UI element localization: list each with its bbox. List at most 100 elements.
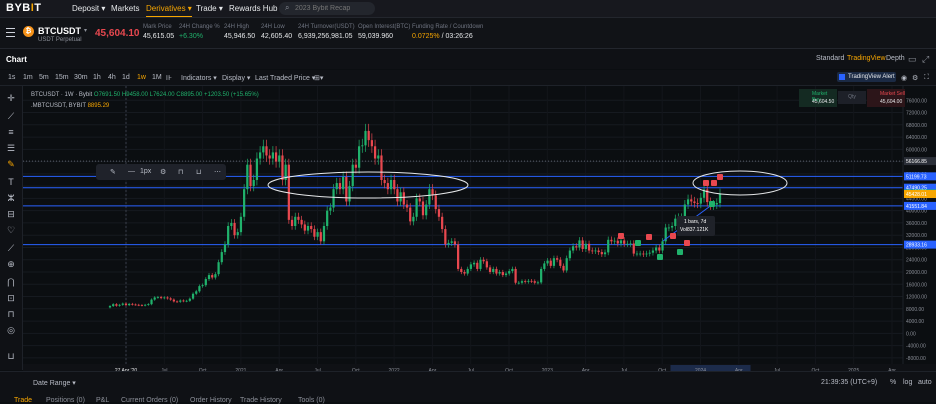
candle-body (460, 268, 463, 272)
candle-body (182, 300, 185, 302)
timezone-clock[interactable]: 21:39:35 (UTC+9) (821, 379, 878, 386)
drawing-toolbar: ✎ — 1px ⚙ ⊓ ⊔ ⋯ (96, 164, 226, 180)
interval-30m[interactable]: 30m (74, 74, 88, 81)
interval-1s[interactable]: 1s (8, 74, 16, 81)
candle-body (166, 297, 169, 299)
symbol-name[interactable]: BTCUSDT (38, 26, 81, 36)
stat-mark-price: Mark Price 45,615.05 (143, 24, 175, 40)
bitcoin-icon: ₿ (23, 26, 34, 37)
candle-body (380, 155, 383, 180)
candle-body (342, 176, 345, 190)
magnet-icon[interactable]: ⋂ (7, 277, 15, 287)
projection-icon[interactable]: ⊟ (7, 209, 15, 219)
pattern-icon[interactable]: ⵣ (7, 193, 15, 203)
candle-body (214, 274, 217, 278)
candle-body (230, 222, 233, 226)
nav-trade[interactable]: Trade ▾ (196, 4, 223, 13)
tab-tradingview[interactable]: TradingView (847, 55, 886, 62)
horizontal-line-icon[interactable]: ≡ (8, 127, 14, 137)
line-width-icon[interactable]: — (128, 168, 135, 175)
nav-rewards-hub[interactable]: Rewards Hub (229, 4, 278, 13)
collapse-icon[interactable]: ▭ (908, 54, 917, 64)
fullscreen-icon[interactable]: ⛶ (924, 74, 929, 81)
eye-icon[interactable]: ◎ (7, 325, 15, 335)
candle-body (632, 243, 635, 254)
auto-toggle[interactable]: auto (918, 379, 932, 386)
interval-1w[interactable]: 1w (137, 74, 146, 81)
tab-depth[interactable]: Depth (886, 55, 905, 62)
date-range-button[interactable]: Date Range ▾ (33, 380, 76, 387)
logo-accent: I (30, 2, 35, 14)
candle-body (562, 265, 565, 271)
fib-icon[interactable]: ☰ (6, 143, 16, 153)
market-sell-button[interactable]: Market Sell 45,604.00 (867, 89, 905, 107)
crosshair-icon[interactable]: ✛ (7, 93, 15, 103)
candle-body (156, 297, 160, 298)
search-input[interactable] (295, 2, 371, 15)
pen-icon[interactable]: ✎ (110, 169, 116, 176)
settings-icon[interactable]: ⚙ (912, 75, 919, 82)
nav-markets[interactable]: Markets (111, 4, 140, 13)
candle-body (540, 268, 543, 283)
interval-1d[interactable]: 1d (122, 74, 130, 81)
price-badge (904, 172, 936, 181)
nav-deposit[interactable]: Deposit ▾ (72, 4, 106, 13)
tab-standard[interactable]: Standard (816, 55, 845, 62)
candle-body (243, 189, 246, 217)
nav-derivatives[interactable]: Derivatives ▾ (146, 4, 192, 17)
chevron-down-icon[interactable]: ▾ (84, 28, 88, 34)
log-toggle[interactable]: log (903, 379, 913, 386)
candle-body (290, 219, 294, 226)
candle-type-icon[interactable]: ⊪ (166, 75, 173, 82)
candle-body (223, 244, 227, 253)
trash-icon[interactable]: ⊔ (196, 169, 202, 176)
trash-icon[interactable]: ⊔ (7, 351, 15, 361)
candle-body (546, 260, 549, 264)
candle-body (571, 246, 575, 251)
lock-icon[interactable]: ⊓ (178, 169, 184, 176)
heart-icon[interactable]: ♡ (6, 225, 16, 235)
price-badge-label: 41551.84 (906, 204, 927, 210)
interval-4h[interactable]: 4h (108, 74, 116, 81)
candlesticks (108, 123, 722, 309)
stat-24h-change: 24H Change % +6.30% (179, 24, 220, 40)
interval-1m[interactable]: 1m (23, 74, 33, 81)
bar-tooltip: 1 bars, 7d Vol837.121K (677, 216, 715, 236)
interval-15m[interactable]: 15m (55, 74, 69, 81)
price-tick-label: 76000.00 (906, 98, 927, 104)
percent-toggle[interactable]: % (890, 379, 897, 386)
lock-drawing-icon[interactable]: ⊡ (7, 293, 15, 303)
indicators-menu[interactable]: Indicators ▾ (181, 75, 217, 82)
candle-body (508, 271, 511, 274)
price-source-menu[interactable]: Last Traded Price ▾ (255, 75, 316, 82)
bybit-logo[interactable]: BYBIT (6, 2, 42, 14)
price-tick-label: 8000.00 (906, 307, 924, 313)
display-menu[interactable]: Display ▾ (222, 75, 251, 82)
lock-icon[interactable]: ⊓ (7, 309, 15, 319)
interval-5m[interactable]: 5m (39, 74, 49, 81)
candle-body (686, 199, 690, 205)
camera-icon[interactable]: ◉ (901, 75, 908, 82)
menu-icon[interactable] (6, 28, 15, 37)
interval-1M[interactable]: 1M (152, 74, 162, 81)
line-width-label[interactable]: 1px (140, 168, 152, 175)
more-icon[interactable]: ⋯ (214, 169, 221, 176)
ruler-icon[interactable]: ⟋ (7, 243, 15, 253)
interval-1h[interactable]: 1h (93, 74, 101, 81)
layout-icon[interactable]: ⊞▾ (314, 75, 324, 82)
tradingview-alert-button[interactable]: TradingView Alert (837, 72, 896, 82)
candle-body (450, 241, 453, 243)
candle-body (504, 273, 508, 276)
text-icon[interactable]: T (8, 177, 14, 187)
candle-body (191, 293, 195, 299)
market-buy-button[interactable]: Market Buy 45,604.50 (799, 89, 837, 107)
settings-icon[interactable]: ⚙ (160, 169, 167, 176)
expand-icon[interactable]: ⤢ (922, 54, 930, 64)
qty-input[interactable]: Qty (838, 91, 866, 104)
brush-icon[interactable]: ✎ (7, 159, 15, 169)
trend-line-icon[interactable]: ⟋ (7, 111, 15, 121)
candle-body (629, 243, 632, 245)
price-chart[interactable]: 76000.00 72000.00 68000.00 64000.00 60000.00… (23, 86, 936, 384)
zoom-icon[interactable]: ⊕ (7, 259, 15, 269)
candle-body (131, 303, 134, 305)
